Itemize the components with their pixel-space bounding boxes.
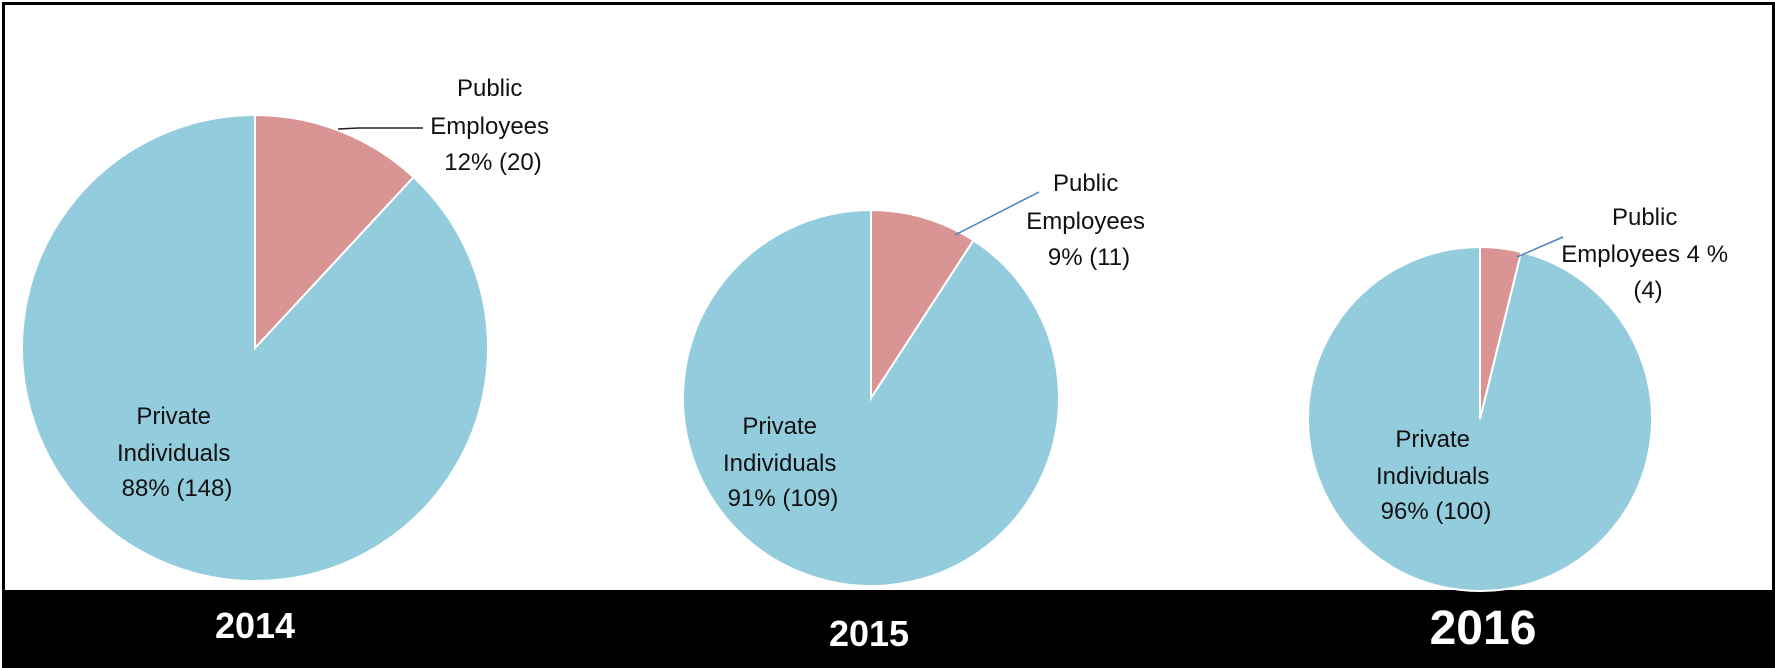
label-2014-private-line2: Individuals (117, 440, 230, 467)
label-2014-private-line1: Private (136, 403, 211, 430)
leader-line-2015 (954, 191, 1040, 236)
label-2016-private-line1: Private (1395, 426, 1470, 453)
label-2015-private-line3: 91% (109) (728, 485, 839, 512)
label-2014-public-employees: Public Employees 12% (20) (430, 75, 555, 176)
year-label-2016: 2016 (1430, 602, 1537, 655)
label-2015-public-employees: Public Employees 9% (11) (1026, 170, 1151, 271)
label-2014-public-line2: Employees (430, 113, 549, 140)
label-2016-private-line3: 96% (100) (1381, 498, 1492, 525)
label-2015-public-line1: Public (1053, 170, 1118, 197)
slice-2015-public-employees (870, 208, 975, 402)
label-2016-public-line2: Employees 4 % (1561, 241, 1728, 268)
label-2016-public-line1: Public (1612, 204, 1677, 231)
label-2014-public-line3: 12% (20) (444, 149, 541, 176)
pie-charts: Public Employees 12% (20) Private Indivi… (5, 75, 1772, 665)
pie-2015: Public Employees 9% (11) Private Individ… (682, 170, 1151, 654)
leader-line-2014 (337, 127, 423, 130)
label-2015-private-line2: Individuals (723, 450, 836, 477)
pie-2016: Public Employees 4 % (4) Private Individ… (1306, 204, 1734, 655)
label-2014-private-individuals: Private Individuals 88% (148) (117, 403, 237, 502)
pie-2014: Public Employees 12% (20) Private Indivi… (20, 75, 555, 646)
slice-2016-public-employees (1479, 245, 1523, 420)
year-label-2014: 2014 (215, 605, 295, 646)
label-2015-public-line2: Employees (1026, 208, 1145, 235)
label-2016-private-line2: Individuals (1376, 463, 1489, 490)
leader-line-2016 (1516, 236, 1564, 258)
label-2015-private-individuals: Private Individuals 91% (109) (723, 413, 843, 512)
label-2014-public-line1: Public (457, 75, 522, 102)
year-banner (5, 590, 1772, 665)
label-2016-private-individuals: Private Individuals 96% (100) (1376, 426, 1496, 525)
label-2015-public-line3: 9% (11) (1048, 244, 1130, 271)
label-2016-public-line3: (4) (1633, 277, 1662, 304)
label-2016-public-employees: Public Employees 4 % (4) (1561, 204, 1734, 304)
year-label-2015: 2015 (829, 613, 909, 654)
slice-2014-public-employees (254, 113, 415, 351)
label-2015-private-line1: Private (742, 413, 817, 440)
label-2014-private-line3: 88% (148) (122, 475, 233, 502)
